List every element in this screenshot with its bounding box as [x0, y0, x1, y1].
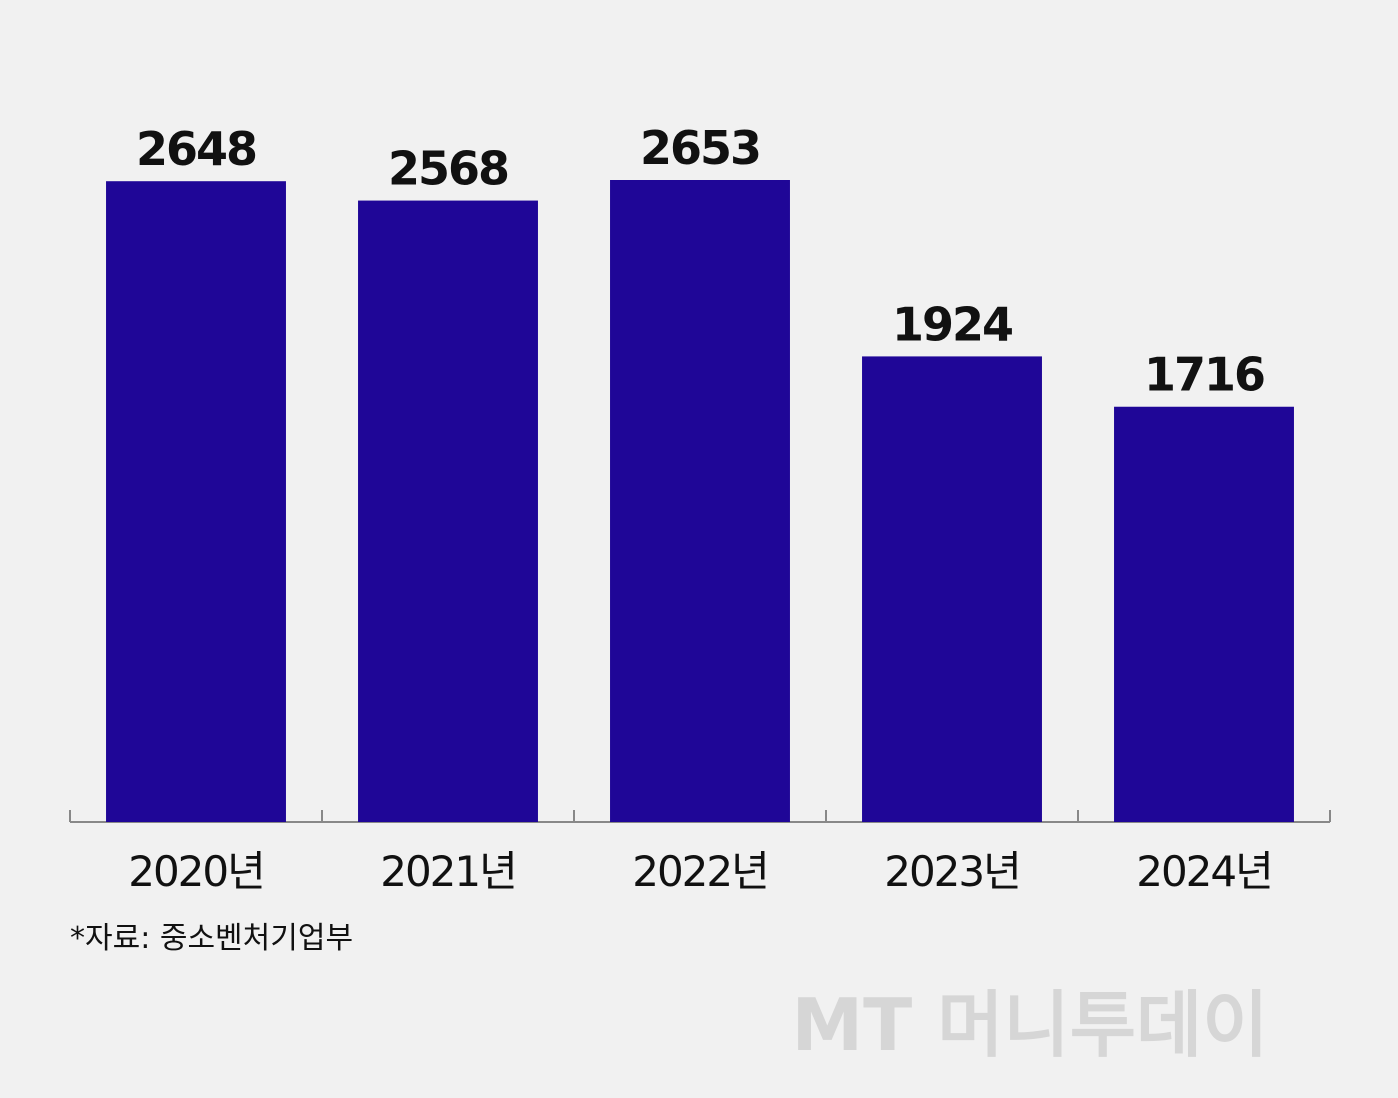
bar	[610, 180, 790, 822]
data-label: 2568	[388, 142, 508, 196]
bar	[862, 356, 1042, 822]
bar	[106, 181, 286, 822]
x-tick-label: 2020년	[128, 847, 264, 896]
bar	[1114, 406, 1294, 822]
data-label: 2648	[136, 122, 256, 176]
x-tick-label: 2021년	[380, 847, 516, 896]
x-tick-label: 2024년	[1136, 847, 1272, 896]
x-tick-label: 2023년	[884, 847, 1020, 896]
bar	[358, 200, 538, 823]
source-note: *자료: 중소벤처기업부	[70, 921, 353, 956]
data-label: 1716	[1144, 348, 1264, 402]
watermark: MT 머니투데이	[791, 983, 1268, 1067]
x-tick-label: 2022년	[632, 847, 768, 896]
data-label: 1924	[892, 297, 1012, 351]
data-label: 2653	[640, 121, 760, 175]
